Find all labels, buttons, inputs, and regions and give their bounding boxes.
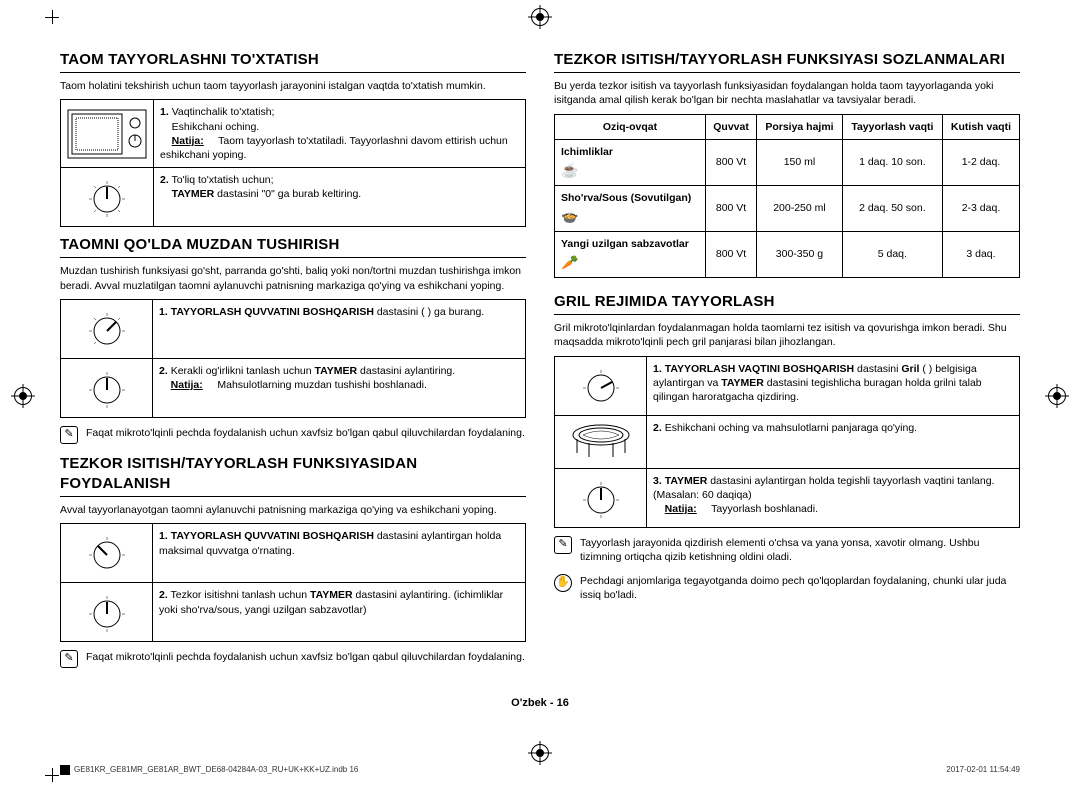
sec5-title: GRIL REJIMIDA TAYYORLASH xyxy=(554,292,1020,315)
table-row: Yangi uzilgan sabzavotlar🥕800 Vt300-350 … xyxy=(555,231,1020,277)
sec5-step3: 3. TAYMER dastasini aylantirgan holda te… xyxy=(647,468,1020,527)
sec1-step1: 1. Vaqtinchalik to'xtatish; Eshikchani o… xyxy=(154,100,526,168)
microwave-illustration xyxy=(61,100,154,168)
cell-size: 200-250 ml xyxy=(757,185,843,231)
th-cook: Tayyorlash vaqti xyxy=(842,114,942,139)
cell-power: 800 Vt xyxy=(705,139,756,185)
left-column: TAOM TAYYORLASHNI TO'XTATISH Taom holati… xyxy=(60,50,526,690)
sec5-note1: ✎ Tayyorlash jarayonida qizdirish elemen… xyxy=(554,536,1020,564)
cell-cook: 2 daq. 50 son. xyxy=(842,185,942,231)
sec3-table: 1. TAYYORLASH QUVVATINI BOSHQARISH dasta… xyxy=(60,523,526,642)
footer: GE81KR_GE81MR_GE81AR_BWT_DE68-04284A-03_… xyxy=(60,765,1020,776)
dial-illustration xyxy=(61,358,153,417)
crop-mark xyxy=(45,10,59,24)
sec1-intro: Taom holatini tekshirish uchun taom tayy… xyxy=(60,79,526,93)
cell-cook: 5 daq. xyxy=(842,231,942,277)
dial-illustration xyxy=(555,356,647,415)
sec5-step2: 2. Eshikchani oching va mahsulotlarni pa… xyxy=(647,415,1020,468)
sec1-title: TAOM TAYYORLASHNI TO'XTATISH xyxy=(60,50,526,73)
grill-rack-illustration xyxy=(555,415,647,468)
sec5-step1: 1. TAYYORLASH VAQTINI BOSHQARISH dastasi… xyxy=(647,356,1020,415)
caution-icon: ✋ xyxy=(554,574,572,592)
note-icon: ✎ xyxy=(554,536,572,554)
th-size: Porsiya hajmi xyxy=(757,114,843,139)
sec3-step1: 1. TAYYORLASH QUVVATINI BOSHQARISH dasta… xyxy=(153,524,526,583)
registration-mark xyxy=(531,8,549,26)
cell-wait: 1-2 daq. xyxy=(942,139,1019,185)
cell-food: Sho'rva/Sous (Sovutilgan)🍲 xyxy=(555,185,706,231)
sec4-title: TEZKOR ISITISH/TAYYORLASH FUNKSIYASI SOZ… xyxy=(554,50,1020,73)
cell-wait: 2-3 daq. xyxy=(942,185,1019,231)
sec1-table: 1. Vaqtinchalik to'xtatish; Eshikchani o… xyxy=(60,99,526,227)
cell-wait: 3 daq. xyxy=(942,231,1019,277)
sec3-intro: Avval tayyorlanayotgan taomni aylanuvchi… xyxy=(60,503,526,517)
sec2-title: TAOMNI QO'LDA MUZDAN TUSHIRISH xyxy=(60,235,526,258)
sec2-step2: 2. Kerakli og'irlikni tanlash uchun TAYM… xyxy=(153,358,526,417)
page-number: O'zbek - 16 xyxy=(60,696,1020,711)
sec5-table: 1. TAYYORLASH VAQTINI BOSHQARISH dastasi… xyxy=(554,356,1020,528)
footer-left: GE81KR_GE81MR_GE81AR_BWT_DE68-04284A-03_… xyxy=(60,765,358,776)
note-icon: ✎ xyxy=(60,426,78,444)
footer-right: 2017-02-01 11:54:49 xyxy=(946,765,1020,776)
registration-mark xyxy=(14,387,32,405)
sec2-step1: 1. TAYYORLASH QUVVATINI BOSHQARISH dasta… xyxy=(153,299,526,358)
sec5-note2: ✋ Pechdagi anjomlariga tegayotganda doim… xyxy=(554,574,1020,602)
sec2-intro: Muzdan tushirish funksiyasi go'sht, parr… xyxy=(60,264,526,292)
cell-size: 300-350 g xyxy=(757,231,843,277)
dial-illustration xyxy=(61,524,153,583)
dial-illustration xyxy=(61,299,153,358)
cell-power: 800 Vt xyxy=(705,231,756,277)
sec1-step2: 2. To'liq to'xtatish uchun; TAYMER dasta… xyxy=(154,168,526,227)
th-food: Oziq-ovqat xyxy=(555,114,706,139)
sec4-intro: Bu yerda tezkor isitish va tayyorlash fu… xyxy=(554,79,1020,107)
note-icon: ✎ xyxy=(60,650,78,668)
th-wait: Kutish vaqti xyxy=(942,114,1019,139)
cell-power: 800 Vt xyxy=(705,185,756,231)
sec2-note: ✎ Faqat mikroto'lqinli pechda foydalanis… xyxy=(60,426,526,444)
table-row: Ichimliklar☕800 Vt150 ml1 daq. 10 son.1-… xyxy=(555,139,1020,185)
dial-illustration xyxy=(61,168,154,227)
cell-cook: 1 daq. 10 son. xyxy=(842,139,942,185)
registration-mark xyxy=(531,744,549,762)
cell-size: 150 ml xyxy=(757,139,843,185)
sec2-table: 1. TAYYORLASH QUVVATINI BOSHQARISH dasta… xyxy=(60,299,526,418)
sec3-title: TEZKOR ISITISH/TAYYORLASH FUNKSIYASIDAN … xyxy=(60,454,526,498)
sec3-note: ✎ Faqat mikroto'lqinli pechda foydalanis… xyxy=(60,650,526,668)
cell-food: Ichimliklar☕ xyxy=(555,139,706,185)
spec-table: Oziq-ovqat Quvvat Porsiya hajmi Tayyorla… xyxy=(554,114,1020,278)
sec5-intro: Gril mikroto'lqinlardan foydalanmagan ho… xyxy=(554,321,1020,349)
dial-illustration xyxy=(555,468,647,527)
table-row: Sho'rva/Sous (Sovutilgan)🍲800 Vt200-250 … xyxy=(555,185,1020,231)
sec3-step2: 2. Tezkor isitishni tanlash uchun TAYMER… xyxy=(153,583,526,642)
th-power: Quvvat xyxy=(705,114,756,139)
right-column: TEZKOR ISITISH/TAYYORLASH FUNKSIYASI SOZ… xyxy=(554,50,1020,690)
dial-illustration xyxy=(61,583,153,642)
crop-mark xyxy=(45,768,59,782)
cell-food: Yangi uzilgan sabzavotlar🥕 xyxy=(555,231,706,277)
registration-mark xyxy=(1048,387,1066,405)
